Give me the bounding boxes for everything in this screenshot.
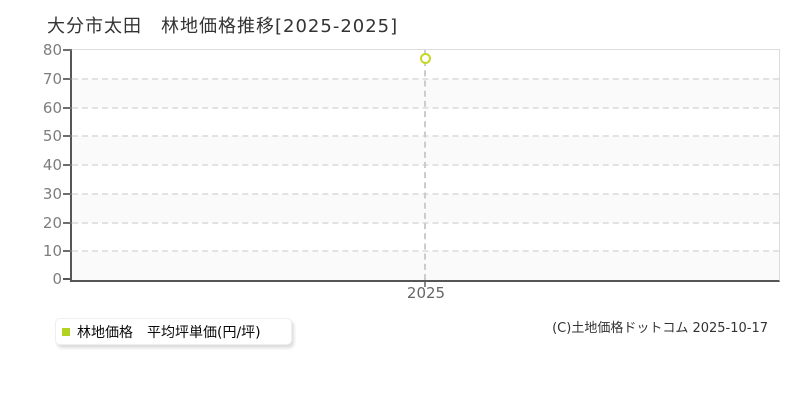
ytick-30 (63, 192, 72, 195)
y-axis-label: 0 (52, 270, 62, 288)
x-axis-label-2025: 2025 (406, 284, 446, 302)
y-axis-label: 70 (42, 69, 62, 88)
ytick-80 (63, 49, 72, 51)
y-axis-label: 40 (42, 156, 62, 174)
plot-area (63, 49, 780, 287)
legend-label: 林地価格 平均坪単価(円/坪) (77, 324, 261, 341)
ytick-10 (63, 250, 72, 253)
legend: 林地価格 平均坪単価(円/坪) (55, 318, 292, 345)
y-axis-label: 30 (42, 184, 62, 203)
xtick-2025 (424, 282, 426, 287)
ytick-70 (63, 77, 72, 80)
legend-marker-icon (62, 327, 70, 336)
chart-title: 大分市太田 林地価格推移[2025-2025] (47, 16, 399, 37)
ytick-50 (63, 135, 72, 138)
y-axis-label: 10 (42, 242, 62, 261)
y-axis-label: 80 (42, 41, 62, 59)
vertical-guide-line-2025 (424, 50, 426, 280)
y-axis-label: 20 (42, 213, 62, 232)
copyright-text: (C)土地価格ドットコム 2025-10-17 (552, 321, 768, 336)
ytick-20 (63, 221, 72, 224)
y-axis-label: 60 (42, 98, 62, 117)
ytick-60 (63, 106, 72, 109)
x-axis-left-extension (63, 278, 72, 280)
data-point-2025[interactable] (420, 53, 431, 64)
y-axis-label: 50 (42, 127, 62, 146)
ytick-40 (63, 164, 72, 166)
